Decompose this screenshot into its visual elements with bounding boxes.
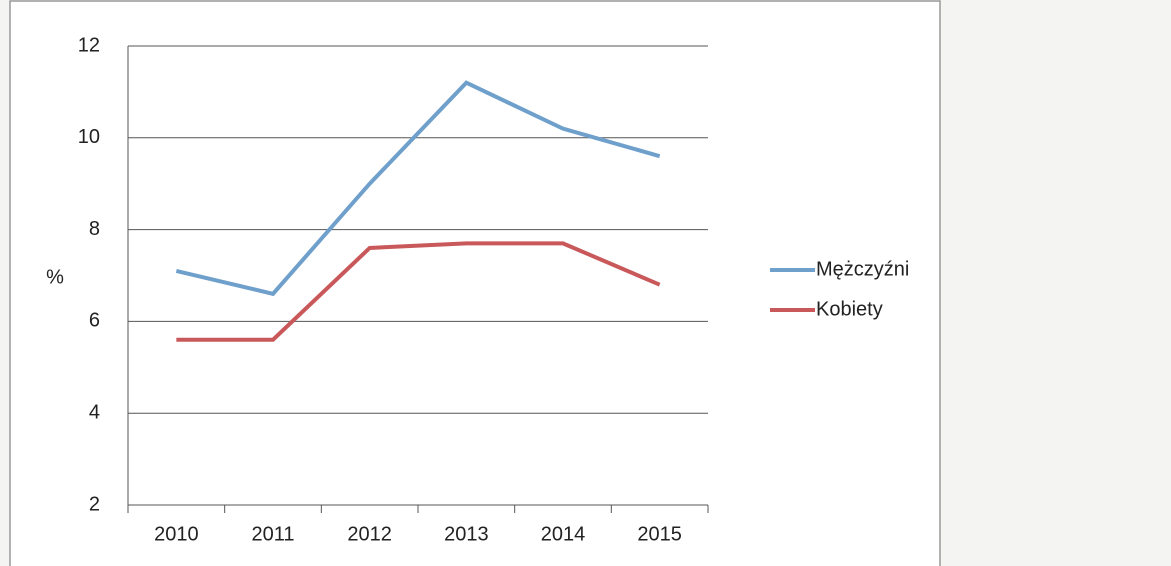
legend-label: Mężczyźni <box>816 258 909 280</box>
x-tick-label: 2014 <box>541 523 586 545</box>
x-tick-label: 2011 <box>251 523 294 545</box>
y-axis-label: % <box>46 266 64 288</box>
legend-label: Kobiety <box>816 298 883 320</box>
series-line <box>175 80 661 297</box>
y-tick-label: 6 <box>89 310 100 332</box>
y-tick-label: 10 <box>78 126 100 148</box>
x-tick-label: 2013 <box>444 523 489 545</box>
y-tick-label: 12 <box>78 34 100 56</box>
y-tick-label: 8 <box>89 218 100 240</box>
x-tick-label: 2012 <box>347 523 392 545</box>
series-line <box>176 241 661 342</box>
x-tick-label: 2015 <box>637 523 682 545</box>
x-tick-label: 2010 <box>154 523 199 545</box>
chart-frame <box>9 0 941 566</box>
y-tick-label: 4 <box>89 401 100 423</box>
y-tick-label: 2 <box>89 493 100 515</box>
